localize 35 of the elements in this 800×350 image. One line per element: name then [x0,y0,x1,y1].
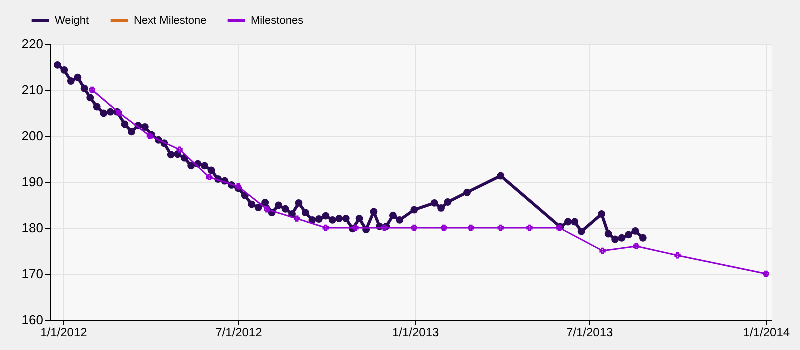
point [600,248,606,254]
point [498,224,504,232]
point [322,224,330,232]
point [264,206,270,213]
point [352,224,359,232]
y-tick-label: 220 [22,36,44,52]
point [526,224,533,232]
legend-label: Weight [55,14,90,27]
legend-label: Milestones [251,14,304,27]
y-tick-label: 170 [22,266,44,282]
point [763,270,770,278]
point [116,110,122,116]
x-tick-label: 7/1/2013 [566,326,614,340]
point [294,216,300,222]
y-tick-label: 180 [22,220,44,236]
x-tick-label: 7/1/2012 [216,326,263,340]
point [381,224,388,232]
x-tick-label: 1/1/2012 [40,326,88,340]
point [468,224,474,232]
x-tick-label: 1/1/2014 [743,326,790,340]
point [441,224,448,232]
y-tick-label: 160 [22,312,44,328]
point [89,86,96,94]
y-tick-label: 190 [22,174,44,190]
point [176,146,183,153]
x-tick-label: 1/1/2013 [392,326,440,340]
point [235,184,242,190]
y-tick-label: 210 [22,82,44,98]
point [411,224,418,232]
point [146,132,154,140]
point [674,252,681,259]
legend-label: Next Milestone [134,14,207,27]
point [206,174,213,180]
y-tick-label: 200 [22,128,44,144]
point [633,243,640,250]
